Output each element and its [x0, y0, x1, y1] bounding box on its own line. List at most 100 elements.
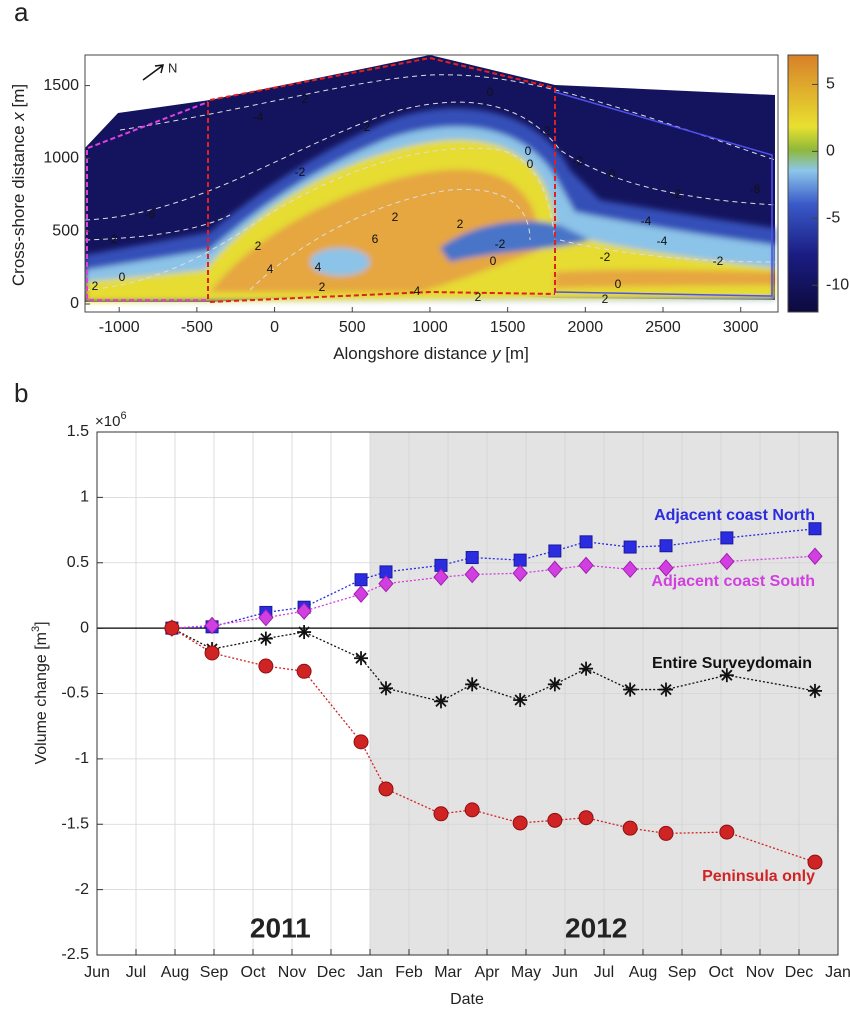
x-tick-label: Sep — [668, 964, 697, 981]
marker — [164, 620, 180, 636]
contour-label: -2 — [360, 120, 371, 134]
series-label: Adjacent coast South — [651, 573, 815, 590]
marker — [578, 810, 594, 826]
y-tick-label: 500 — [52, 222, 79, 239]
marker — [808, 522, 822, 536]
contour-label: -2 — [600, 250, 611, 264]
x-tick-label: Jan — [357, 964, 383, 981]
marker — [354, 651, 369, 666]
x-tick-label: Apr — [475, 964, 501, 981]
x-tick-label: Dec — [785, 964, 813, 981]
contour-label: -2 — [495, 237, 506, 251]
x-tick-label: -500 — [181, 319, 213, 336]
x-tick-label: -1000 — [99, 319, 140, 336]
marker — [353, 585, 369, 603]
x-tick-label: 0 — [270, 319, 279, 336]
y-tick-label: -1.5 — [61, 815, 89, 832]
y-tick-label: 1500 — [43, 77, 79, 94]
colorbar-tick-label: 0 — [826, 143, 835, 160]
contour-label: 2 — [392, 210, 399, 224]
marker — [658, 559, 674, 577]
contour-label: 0 — [609, 167, 616, 181]
panel-label: a — [14, 0, 29, 27]
x-tick-label: Oct — [241, 964, 266, 981]
contour-label: -2 — [573, 154, 584, 168]
marker — [353, 734, 369, 750]
marker-stroke — [624, 683, 636, 696]
marker — [807, 683, 822, 698]
marker-stroke — [298, 626, 310, 638]
plot-frame — [96, 431, 839, 956]
y-tick-label: 1 — [80, 489, 89, 506]
contour-label: -4 — [657, 234, 668, 248]
x-tick-label: Jun — [84, 964, 110, 981]
contour-label: 0 — [490, 254, 497, 268]
contour-label: 0 — [487, 85, 494, 99]
series-line — [171, 555, 816, 629]
label-part: [m] — [9, 84, 28, 112]
series-label: Peninsula only — [702, 868, 815, 885]
marker-stroke — [660, 683, 672, 696]
y-tick-label: 1000 — [43, 150, 79, 167]
marker — [297, 625, 312, 640]
contour-label: 2 — [302, 92, 309, 106]
marker — [547, 812, 563, 828]
y-tick-label: 1.5 — [67, 423, 89, 440]
x-tick-label: Jan — [825, 964, 850, 981]
x-tick-label: Feb — [395, 964, 423, 981]
map — [85, 55, 776, 303]
marker-stroke — [260, 632, 272, 645]
marker — [433, 806, 449, 822]
label-part: Alongshore distance — [333, 344, 492, 363]
label-part: ×10 — [95, 413, 120, 430]
y-multiplier: ×106 — [95, 410, 127, 430]
x-tick-label: Jul — [594, 964, 614, 981]
marker-stroke — [514, 694, 526, 706]
contour-label: -2 — [295, 165, 306, 179]
contour-label: 0 — [615, 277, 622, 291]
colorbar — [787, 54, 819, 313]
label-part: x — [9, 112, 28, 122]
x-axis-label: Alongshore distance y [m] — [333, 344, 529, 363]
x-tick-label: 2500 — [645, 319, 681, 336]
marker — [622, 560, 638, 579]
year-label: 2011 — [250, 912, 311, 943]
label-part: Cross-shore distance — [9, 121, 28, 286]
x-tick-label: May — [511, 964, 541, 981]
contour-label: 2 — [457, 217, 464, 231]
marker — [579, 661, 594, 676]
marker — [465, 677, 480, 692]
contour-label: 0 — [525, 144, 532, 158]
y-tick-label: -2 — [75, 881, 89, 898]
marker — [513, 553, 527, 567]
contour-label: -8 — [750, 182, 761, 196]
y-tick-label: -0.5 — [61, 685, 89, 702]
series-label: Entire Surveydomain — [652, 655, 812, 672]
marker-stroke — [355, 652, 367, 664]
marker — [433, 694, 448, 709]
colorbar-tick-label: -5 — [826, 210, 840, 227]
x-tick-label: Nov — [746, 964, 774, 981]
marker — [719, 552, 735, 571]
label-part: ] — [33, 621, 50, 625]
x-tick-label: Aug — [629, 964, 657, 981]
contour-label: -2 — [671, 187, 682, 201]
marker — [296, 663, 312, 679]
marker-stroke — [380, 682, 392, 694]
marker — [258, 631, 273, 646]
y-tick-label: 0.5 — [67, 554, 89, 571]
x-tick-label: Aug — [161, 964, 189, 981]
marker — [258, 658, 274, 674]
label-part: 6 — [120, 410, 126, 422]
marker — [464, 565, 480, 584]
y-tick-label: -1 — [75, 750, 89, 767]
contour-label: 6 — [372, 232, 379, 246]
marker — [807, 547, 823, 565]
y-tick-label: 0 — [70, 295, 79, 312]
chart-b: Jun Jul Aug Sep Oct Nov Dec Jan Feb Mar Apr May Jun J… — [61, 423, 850, 981]
contour-label: 4 — [315, 260, 322, 274]
marker — [378, 574, 394, 593]
marker — [622, 820, 638, 836]
contour-label: -4 — [253, 110, 264, 124]
